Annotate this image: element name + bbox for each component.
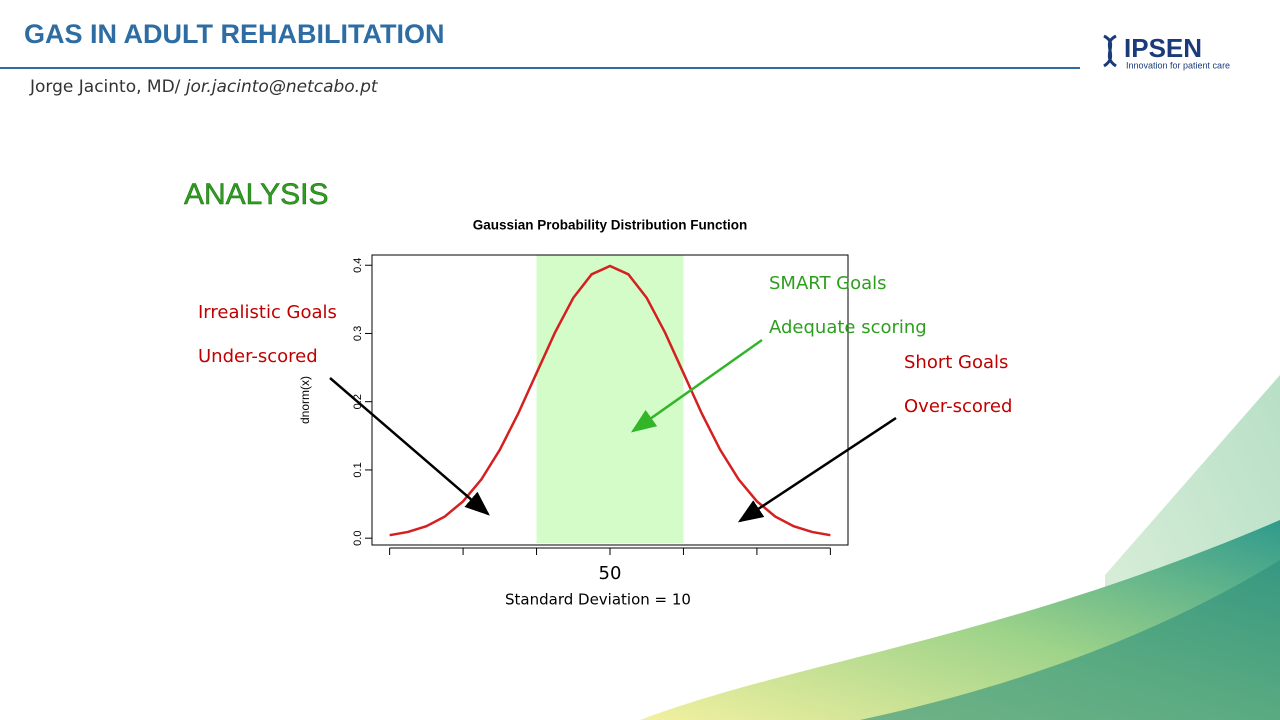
annotation: Under-scored: [198, 346, 318, 367]
band: [536, 255, 684, 543]
annotation: SMART Goals: [769, 273, 887, 294]
y-tick-label: 0.1: [352, 462, 364, 477]
annotation: Short Goals: [904, 352, 1008, 373]
annotation: Irrealistic Goals: [198, 302, 337, 323]
slide-title: GAS IN ADULT REHABILITATION: [24, 19, 444, 49]
logo-name: IPSEN: [1124, 33, 1202, 63]
arrows: [329, 338, 897, 523]
author-name: Jorge Jacinto, MD/: [29, 77, 181, 97]
background-swoosh: [640, 375, 1280, 720]
x-note: Standard Deviation = 10: [505, 591, 691, 609]
author: Jorge Jacinto, MD/ jor.jacinto@netcabo.p…: [29, 77, 379, 97]
logo-tagline: Innovation for patient care: [1126, 60, 1230, 70]
annotation: Adequate scoring: [769, 317, 927, 338]
author-email: jor.jacinto@netcabo.pt: [184, 77, 379, 97]
section-heading: ANALYSIS: [184, 178, 329, 211]
logo: IPSEN Innovation for patient care: [1103, 33, 1230, 70]
plot-frame: [371, 254, 849, 546]
y-tick-label: 0.3: [352, 326, 364, 341]
y-tick-label: 0.0: [352, 531, 364, 546]
chart-title: Gaussian Probability Distribution Functi…: [473, 218, 748, 233]
chart: Gaussian Probability Distribution Functi…: [298, 218, 849, 609]
y-tick-label: 0.4: [352, 258, 364, 273]
annotation: Over-scored: [904, 396, 1012, 417]
y-axis-label: dnorm(x): [298, 376, 312, 424]
x-tick-label: 50: [599, 563, 622, 584]
